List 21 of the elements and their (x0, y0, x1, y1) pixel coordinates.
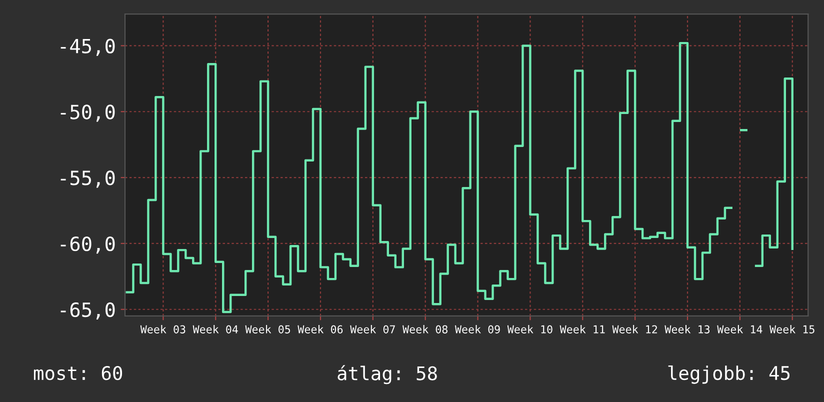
x-tick-label: Week 13 (664, 325, 710, 334)
text: legjobb: 45 (668, 365, 790, 384)
x-tick-label: Week 12 (612, 325, 657, 334)
y-tick-label: -60,0 (60, 236, 115, 254)
x-tick-label: Week 08 (402, 325, 448, 334)
text: átlag: 58 (338, 365, 437, 384)
y-tick-label: -65,0 (60, 302, 115, 320)
text: most: 60 (34, 366, 122, 380)
y-tick-label: -55,0 (60, 170, 115, 188)
x-tick-label: Week 14 (717, 325, 762, 334)
x-tick-label: Week 06 (298, 325, 343, 334)
x-tick-label: Week 05 (245, 325, 290, 334)
x-tick-label: Week 09 (454, 325, 500, 334)
x-tick-label: Week 11 (560, 325, 605, 334)
x-tick-label: Week 07 (350, 325, 395, 334)
x-tick-label: Week 10 (507, 325, 552, 334)
x-tick-label: Week 15 (770, 325, 814, 334)
y-tick-label: -45,0 (60, 38, 115, 56)
x-tick-label: Week 03 (140, 325, 186, 334)
x-tick-label: Week 04 (192, 325, 238, 334)
y-tick-label: -50,0 (60, 104, 115, 122)
